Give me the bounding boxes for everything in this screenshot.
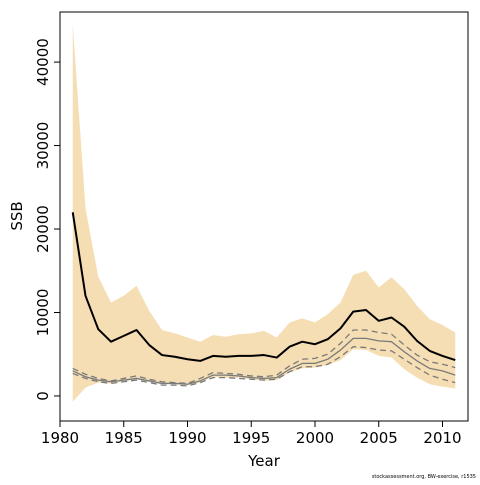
y-tick-label: 20000 xyxy=(34,205,52,253)
series-line-estimate xyxy=(71,212,456,362)
x-tick-label: 1990 xyxy=(168,429,206,447)
x-axis-label: Year xyxy=(247,452,281,470)
y-tick-label: 40000 xyxy=(34,38,52,86)
confidence-band xyxy=(72,24,456,402)
y-tick-label: 30000 xyxy=(34,122,52,170)
y-axis-label: SSB xyxy=(8,201,26,230)
y-axis: 0 10000 20000 30000 40000 xyxy=(34,38,60,401)
plot-frame xyxy=(59,11,469,422)
series-line-comparison-lower xyxy=(72,346,456,387)
x-tick-label: 1985 xyxy=(105,429,143,447)
x-tick-label: 1995 xyxy=(232,429,270,447)
series-line-comparison-mid xyxy=(72,337,456,385)
credit-text: stockassessment.org, BW-exercise, r1535 xyxy=(372,474,476,480)
x-tick-label: 1980 xyxy=(41,429,79,447)
y-tick-label: 10000 xyxy=(34,289,52,337)
series-line-comparison-upper xyxy=(72,329,456,385)
x-tick-label: 2010 xyxy=(423,429,461,447)
x-tick-label: 2005 xyxy=(360,429,398,447)
plot-layer xyxy=(71,24,456,402)
y-tick-label: 0 xyxy=(34,391,52,401)
x-axis: 1980 1985 1990 1995 2000 2005 2010 xyxy=(41,421,462,447)
x-tick-label: 2000 xyxy=(296,429,334,447)
